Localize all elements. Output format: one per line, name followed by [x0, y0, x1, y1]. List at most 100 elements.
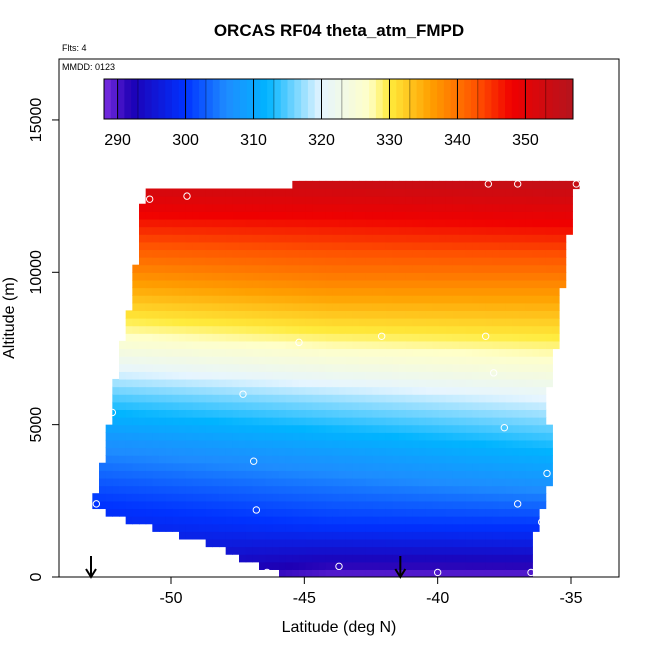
heatmap-cell: [279, 500, 287, 510]
heatmap-cell: [465, 302, 473, 311]
heatmap-cell: [305, 348, 313, 357]
heatmap-cell: [412, 272, 420, 281]
heatmap-cell: [252, 508, 260, 517]
heatmap-cell: [305, 371, 313, 380]
heatmap-cell: [285, 455, 293, 464]
heatmap-cell: [445, 470, 453, 479]
heatmap-cell: [365, 378, 373, 388]
heatmap-cell: [452, 218, 460, 228]
heatmap-cell: [505, 325, 513, 334]
heatmap-cell: [232, 325, 240, 334]
heatmap-cell: [539, 234, 547, 243]
heatmap-cell: [179, 439, 187, 449]
heatmap-cell: [479, 325, 487, 334]
heatmap-cell: [372, 287, 380, 296]
heatmap-cell: [499, 546, 507, 555]
heatmap-cell: [139, 226, 147, 235]
heatmap-cell: [152, 234, 160, 243]
heatmap-cell: [539, 386, 547, 395]
heatmap-cell: [379, 234, 387, 243]
heatmap-cell: [359, 211, 367, 220]
heatmap-cell: [365, 363, 373, 372]
heatmap-cell: [472, 188, 480, 197]
heatmap-cell: [465, 264, 473, 273]
heatmap-cell: [192, 523, 200, 532]
heatmap-cell: [132, 432, 140, 441]
heatmap-cell: [345, 531, 353, 540]
heatmap-cell: [332, 180, 340, 190]
heatmap-cell: [419, 356, 427, 365]
heatmap-cell: [552, 196, 560, 205]
heatmap-cell: [279, 516, 287, 525]
heatmap-cell: [252, 302, 260, 311]
heatmap-cell: [345, 196, 353, 205]
heatmap-cell: [199, 272, 207, 281]
heatmap-cell: [499, 180, 507, 190]
heatmap-cell: [285, 287, 293, 296]
heatmap-cell: [545, 424, 553, 433]
heatmap-cell: [265, 272, 273, 281]
heatmap-cell: [385, 439, 393, 449]
heatmap-cell: [452, 340, 460, 350]
heatmap-cell: [165, 363, 173, 372]
heatmap-cell: [192, 196, 200, 205]
heatmap-cell: [159, 493, 167, 502]
heatmap-cell: [145, 287, 153, 296]
heatmap-cell: [179, 371, 187, 380]
heatmap-cell: [419, 218, 427, 228]
heatmap-cell: [225, 211, 233, 220]
colorbar-cell: [423, 79, 431, 119]
colorbar-cell: [375, 79, 384, 119]
heatmap-cell: [165, 447, 173, 456]
heatmap-cell: [492, 493, 500, 502]
heatmap-cell: [219, 516, 227, 525]
heatmap-cell: [279, 279, 287, 289]
flight-point: [108, 408, 117, 417]
heatmap-cell: [365, 318, 373, 327]
heatmap-cell: [472, 371, 480, 380]
heatmap-cell: [192, 417, 200, 426]
heatmap-cell: [399, 180, 407, 190]
heatmap-cell: [492, 462, 500, 471]
heatmap-cell: [492, 264, 500, 273]
heatmap-cell: [465, 356, 473, 365]
heatmap-cell: [325, 561, 333, 570]
heatmap-cell: [212, 508, 220, 517]
heatmap-cell: [385, 538, 393, 548]
heatmap-cell: [372, 196, 380, 205]
heatmap-cell: [285, 401, 293, 411]
heatmap-cell: [259, 538, 267, 548]
heatmap-cell: [205, 272, 213, 281]
heatmap-cell: [472, 401, 480, 411]
heatmap-cell: [219, 386, 227, 395]
heatmap-cell: [485, 569, 493, 577]
heatmap-cell: [232, 226, 240, 235]
heatmap-cell: [112, 417, 120, 426]
heatmap-cell: [339, 386, 347, 395]
heatmap-cell: [499, 394, 507, 403]
heatmap-cell: [139, 272, 147, 281]
heatmap-cell: [392, 196, 400, 205]
heatmap-cell: [432, 394, 440, 403]
heatmap-cell: [532, 432, 540, 441]
heatmap-cell: [239, 279, 247, 289]
heatmap-cell: [419, 523, 427, 532]
heatmap-cell: [299, 546, 307, 555]
heatmap-cell: [239, 516, 247, 525]
heatmap-cell: [459, 508, 467, 517]
heatmap-cell: [259, 371, 267, 380]
heatmap-cell: [165, 417, 173, 426]
heatmap-cell: [365, 279, 373, 289]
heatmap-cell: [152, 287, 160, 296]
heatmap-cell: [399, 302, 407, 311]
heatmap-cell: [432, 378, 440, 388]
heatmap-cell: [352, 516, 360, 525]
heatmap-cell: [272, 561, 280, 570]
heatmap-cell: [479, 378, 487, 388]
heatmap-cell: [439, 325, 447, 334]
heatmap-cell: [392, 264, 400, 273]
heatmap-cell: [159, 287, 167, 296]
heatmap-cell: [139, 241, 147, 251]
heatmap-cell: [199, 188, 207, 197]
